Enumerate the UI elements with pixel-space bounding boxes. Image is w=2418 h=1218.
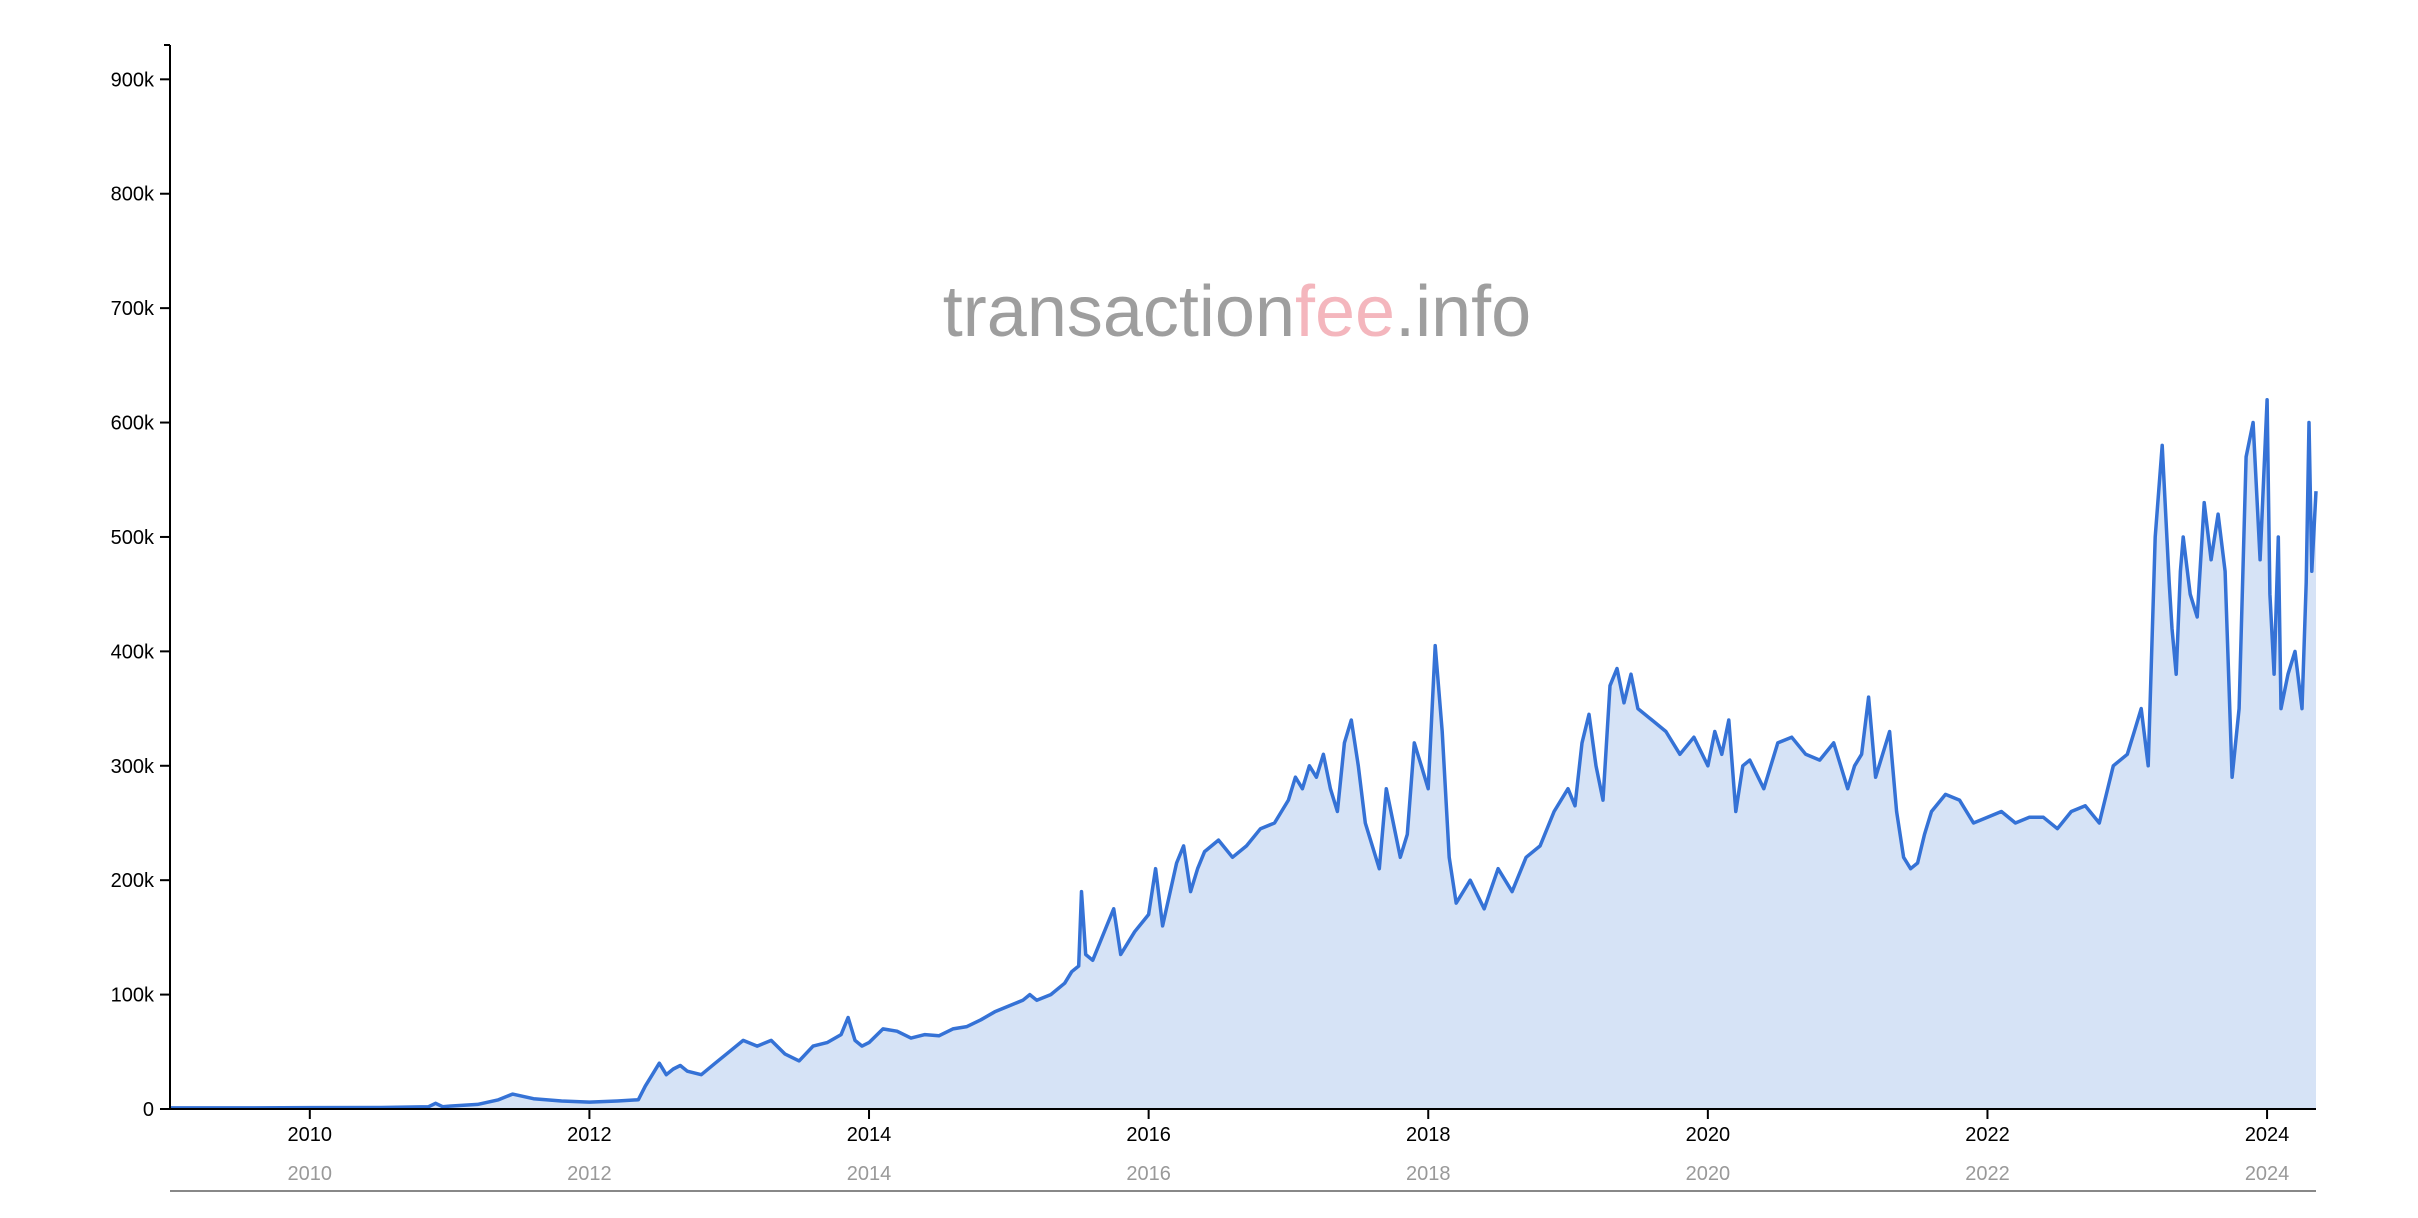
x-tick-label: 2016	[1126, 1124, 1171, 1146]
y-tick-label: 900k	[111, 69, 155, 91]
y-tick-label: 400k	[111, 641, 155, 663]
y-tick-label: 800k	[111, 184, 155, 206]
plot-area	[170, 397, 2318, 1110]
x-tick-label: 2014	[847, 1124, 892, 1146]
navigator-label: 2020	[1686, 1163, 1731, 1185]
series-area	[170, 399, 2316, 1109]
navigator-label: 2018	[1406, 1163, 1451, 1185]
y-tick-label: 0	[143, 1099, 154, 1121]
y-tick-label: 700k	[111, 298, 155, 320]
watermark-part-1: transaction	[943, 272, 1295, 352]
y-tick-label: 200k	[111, 870, 155, 892]
navigator-label: 2016	[1126, 1163, 1171, 1185]
navigator-label: 2022	[1965, 1163, 2010, 1185]
series-line	[170, 397, 2318, 1110]
x-tick-label: 2022	[1965, 1124, 2010, 1146]
y-tick-label: 300k	[111, 756, 155, 778]
y-tick-label: 100k	[111, 985, 155, 1007]
range-navigator[interactable]: 2010 2012 2014 2016 2018 2020 2022 2024	[170, 1163, 2316, 1192]
watermark-part-2: fee	[1295, 272, 1395, 352]
y-tick-label: 500k	[111, 527, 155, 549]
x-tick-label: 2024	[2245, 1124, 2290, 1146]
y-axis: 0 100k 200k 300k 400k 500k 600k 700k 800k 900k	[111, 44, 171, 1121]
x-tick-label: 2018	[1406, 1124, 1451, 1146]
navigator-label: 2024	[2245, 1163, 2290, 1185]
y-tick-label: 600k	[111, 413, 155, 435]
navigator-label: 2012	[567, 1163, 612, 1185]
watermark: transactionfee.info	[943, 272, 1531, 352]
watermark-part-3: .info	[1395, 272, 1531, 352]
x-tick-label: 2012	[567, 1124, 612, 1146]
x-axis: 2010 2012 2014 2016 2018 2020 2022 2024	[170, 1108, 2316, 1146]
navigator-label: 2014	[847, 1163, 892, 1185]
x-tick-label: 2020	[1686, 1124, 1731, 1146]
navigator-label: 2010	[288, 1163, 333, 1185]
x-tick-label: 2010	[288, 1124, 333, 1146]
